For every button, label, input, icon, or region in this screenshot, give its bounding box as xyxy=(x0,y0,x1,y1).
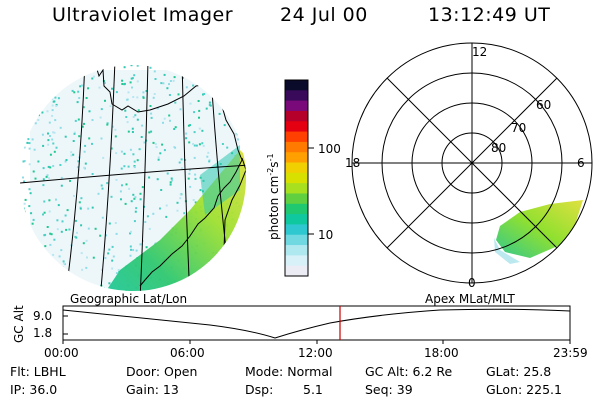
polar-mlat-70: 70 xyxy=(511,121,527,135)
colorbar-segment xyxy=(285,110,308,122)
status-filter: Flt: LBHL xyxy=(10,364,66,379)
timeline-tick: 00:00 xyxy=(44,346,79,360)
status-ip: IP: 36.0 xyxy=(10,382,58,397)
polar-mlt-12: 12 xyxy=(472,45,488,59)
colorbar-segment xyxy=(285,121,308,133)
status-glat: GLat: 25.8 xyxy=(486,364,552,379)
timeline-tick: 06:00 xyxy=(170,346,205,360)
aurora-emission-speckle xyxy=(22,65,246,291)
status-door: Door: Open xyxy=(126,364,198,379)
timeline-tick: 18:00 xyxy=(424,346,459,360)
colorbar-segment xyxy=(285,214,308,225)
gc-altitude-timeline xyxy=(62,305,571,344)
colorbar-segment xyxy=(285,183,308,194)
status-gain: Gain: 13 xyxy=(126,382,179,397)
timeline-tick: 23:59 xyxy=(553,346,588,360)
polar-mlat-60: 60 xyxy=(536,98,552,112)
colorbar-tick-100: 100 xyxy=(318,142,341,156)
timeline-left-caption: Geographic Lat/Lon xyxy=(70,292,188,306)
polar-mlat-80: 80 xyxy=(491,141,507,155)
colorbar-segment xyxy=(285,193,308,205)
colorbar-segment xyxy=(285,152,308,164)
status-mode: Mode: Normal xyxy=(245,364,333,379)
colorbar-segment xyxy=(285,80,308,91)
status-glon: GLon: 225.1 xyxy=(486,382,562,397)
status-seq: Seq: 39 xyxy=(365,382,413,397)
colorbar-segment xyxy=(285,162,308,174)
timeline-y-label: GC Alt xyxy=(12,305,26,343)
color-scale-bar xyxy=(284,79,314,277)
observation-date: 24 Jul 00 xyxy=(280,4,368,26)
colorbar-segment xyxy=(285,203,308,215)
altitude-curve xyxy=(62,308,571,339)
colorbar-segment xyxy=(285,90,308,102)
timeline-y-bottom: 1.8 xyxy=(33,326,53,340)
aurora-oval-polar xyxy=(496,200,583,258)
polar-mlt-6: 6 xyxy=(577,156,585,170)
app-title: Ultraviolet Imager xyxy=(52,4,234,26)
timeline-tick: 12:00 xyxy=(298,346,333,360)
colorbar-segment xyxy=(285,141,308,153)
geographic-globe-view xyxy=(20,65,246,291)
observation-time: 13:12:49 UT xyxy=(428,4,551,26)
colorbar-segment xyxy=(285,245,308,256)
colorbar-segment xyxy=(285,172,308,184)
polar-mlt-18: 18 xyxy=(345,156,361,170)
colorbar-segment xyxy=(285,234,308,246)
status-dsp-value: 5.1 xyxy=(303,382,323,397)
colorbar-segment xyxy=(285,265,308,277)
colorbar-segment xyxy=(285,131,308,143)
status-dsp-label: Dsp: xyxy=(245,382,274,397)
timeline-right-caption: Apex MLat/MLT xyxy=(425,292,515,306)
timeline-y-top: 9.0 xyxy=(33,309,53,323)
colorbar-segment xyxy=(285,100,308,112)
polar-mlat-mlt-plot xyxy=(351,42,593,284)
colorbar-unit-label: photon cm-2s-1 xyxy=(266,153,281,240)
polar-mlt-0: 0 xyxy=(468,276,476,290)
status-gc-alt: GC Alt: 6.2 Re xyxy=(365,364,453,379)
colorbar-tick-10: 10 xyxy=(318,228,334,242)
colorbar-segment xyxy=(285,255,308,267)
colorbar-segment xyxy=(285,224,308,236)
